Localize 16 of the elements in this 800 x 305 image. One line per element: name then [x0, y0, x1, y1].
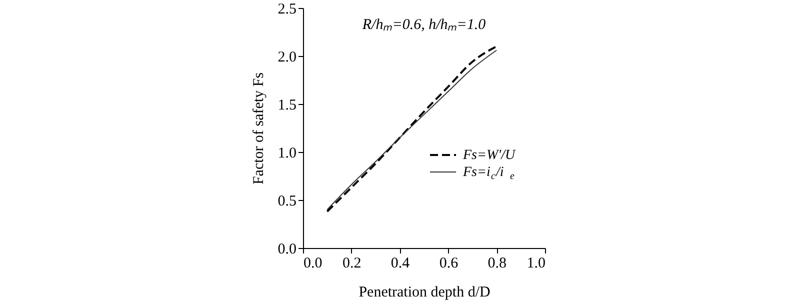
x-tick-label: 1.0	[526, 256, 546, 272]
legend-label: Fs=W'/U	[462, 148, 516, 163]
y-tick-label: 0.0	[278, 242, 296, 258]
y-axis-title: Factor of safety Fs	[250, 72, 267, 185]
y-tick-label: 2.5	[278, 2, 296, 18]
annotation: R/hₘ=0.6, h/hₘ=1.0	[361, 17, 486, 33]
y-tick-label: 2.0	[278, 50, 296, 66]
y-tick-label: 0.5	[278, 194, 296, 210]
x-tick-label: 0.0	[304, 256, 322, 272]
x-tick-label: 0.6	[439, 256, 459, 272]
y-tick-label: 1.5	[278, 98, 296, 114]
x-axis-title: Penetration depth d/D	[358, 284, 490, 300]
x-tick-label: 0.2	[342, 256, 362, 272]
y-tick-label: 1.0	[278, 146, 296, 162]
x-tick-label: 0.8	[488, 256, 506, 272]
x-tick-label: 0.4	[390, 256, 410, 272]
